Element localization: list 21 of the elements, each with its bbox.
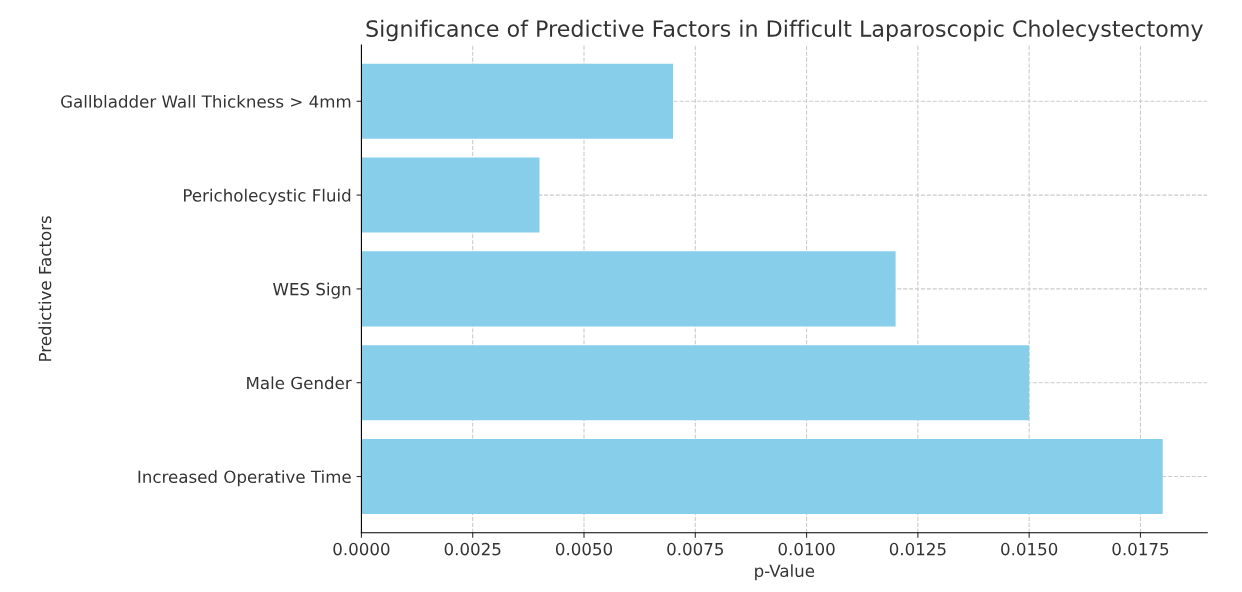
y-tick-label: WES Sign [273,282,351,299]
x-tick-label: 0.0075 [667,542,723,556]
x-tick-label: 0.0100 [778,542,835,556]
bar [361,345,1030,421]
y-axis-title: Predictive Factors [38,216,52,361]
bar [361,157,540,233]
x-tick-label: 0.0000 [333,542,390,556]
y-tick-label: Pericholecystic Fluid [184,188,351,205]
x-tick-label: 0.0025 [444,542,501,556]
y-tick-label: Gallbladder Wall Thickness > 4mm [61,94,351,108]
x-tick-label: 0.0050 [555,542,613,556]
x-tick-label: 0.0150 [1001,542,1058,556]
x-axis-title: p-Value [755,564,815,581]
bar [361,438,1163,515]
bar [361,63,674,139]
y-tick-label: Increased Operative Time [138,470,351,487]
y-tick-label: Male Gender [247,376,352,390]
x-tick-label: 0.0125 [889,542,946,556]
bar [361,251,896,327]
x-tick-label: 0.0175 [1112,542,1169,556]
chart-title: Significance of Predictive Factors in Difficult Laparoscopic Cholecystectomy [366,19,1203,42]
